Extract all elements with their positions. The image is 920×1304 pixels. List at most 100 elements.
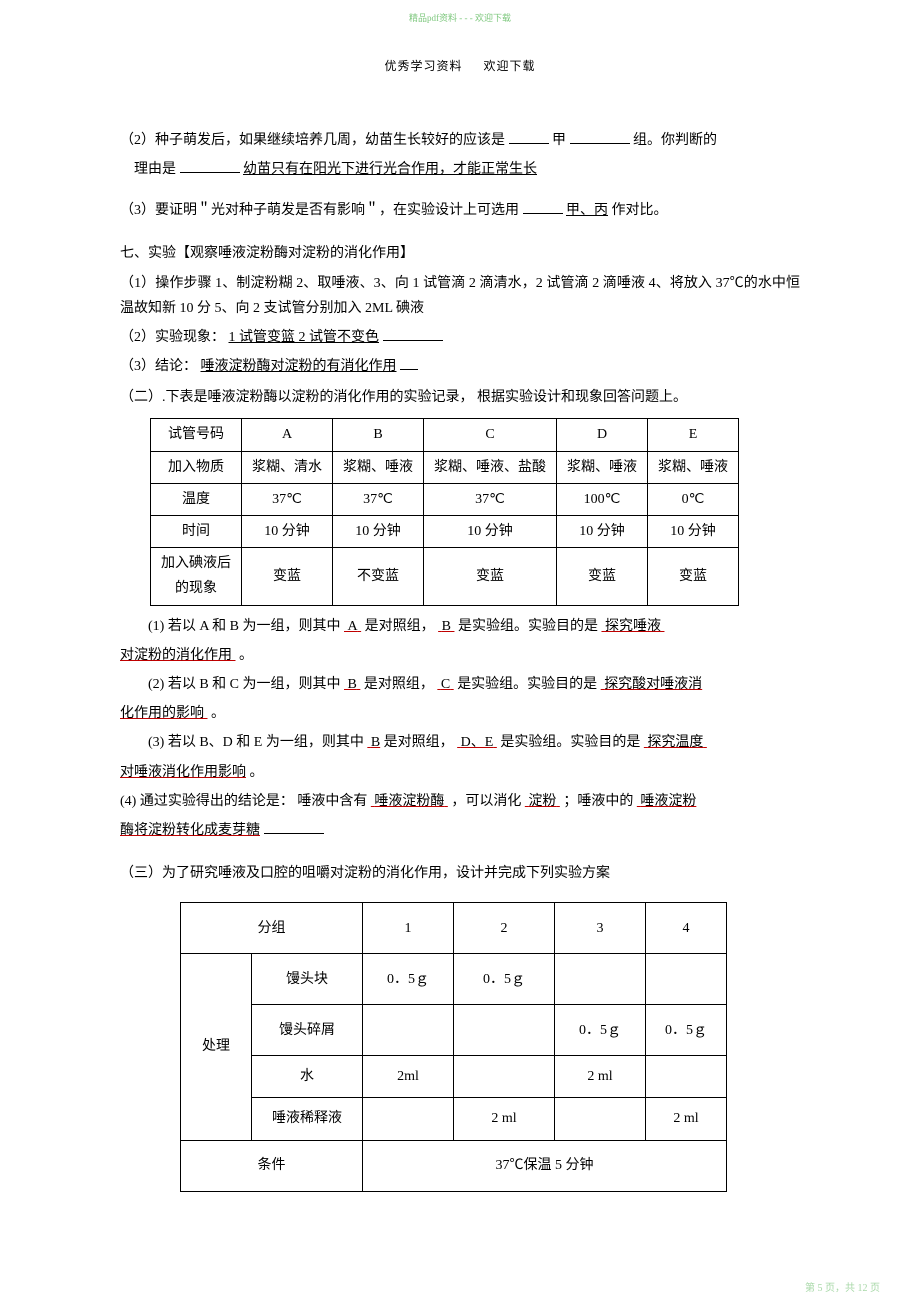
th: 4 <box>646 903 727 954</box>
v: 探究酸对唾液消 <box>604 677 702 692</box>
cell: 不变蓝 <box>333 548 424 605</box>
cell: 变蓝 <box>648 548 739 605</box>
cell <box>454 1005 555 1056</box>
cell: 10 分钟 <box>242 516 333 548</box>
th: 分组 <box>181 903 363 954</box>
q2-line2: 理由是 幼苗只有在阳光下进行光合作用，才能正常生长 <box>120 157 800 182</box>
ans: 化作用的影响 <box>120 706 208 721</box>
cond-label: 条件 <box>181 1140 363 1191</box>
ans: 唾液淀粉 <box>637 794 697 809</box>
experiment-table-1: 试管号码 A B C D E 加入物质 浆糊、清水 浆糊、唾液 浆糊、唾液、盐酸… <box>150 418 739 605</box>
th: C <box>424 419 557 451</box>
cell: 馒头碎屑 <box>252 1005 363 1056</box>
page-footer: 第 5 页，共 12 页 <box>0 1280 920 1298</box>
cell: 馒头块 <box>252 954 363 1005</box>
v: 探究唾液 <box>605 619 661 634</box>
blank <box>523 199 563 214</box>
sub3-intro: （三）为了研究唾液及口腔的咀嚼对淀粉的消化作用，设计并完成下列实验方案 <box>120 861 800 886</box>
table-row: 加入物质 浆糊、清水 浆糊、唾液 浆糊、唾液、盐酸 浆糊、唾液 浆糊、唾液 <box>151 451 739 483</box>
cell: 0．5ｇ <box>454 954 555 1005</box>
blank <box>180 158 240 173</box>
table-row: 唾液稀释液 2 ml 2 ml <box>181 1098 727 1140</box>
text: (1) 若以 A 和 B 为一组，则其中 <box>148 619 341 634</box>
analysis-q1: (1) 若以 A 和 B 为一组，则其中 A 是对照组， B 是实验组。实验目的… <box>120 614 800 639</box>
v: B <box>442 619 451 634</box>
cell: 100℃ <box>557 483 648 515</box>
table-row: 处理 馒头块 0．5ｇ 0．5ｇ <box>181 954 727 1005</box>
analysis-q3: (3) 若以 B、D 和 E 为一组，则其中 B 是对照组， D、E 是实验组。… <box>120 730 800 755</box>
top-banner: 精品pdf资料 - - - 欢迎下载 <box>120 10 800 26</box>
blank <box>509 129 549 144</box>
ans: 对淀粉的消化作用 <box>120 648 236 663</box>
th: B <box>333 419 424 451</box>
cell: 0．5ｇ <box>646 1005 727 1056</box>
text: 是对照组， <box>365 619 435 634</box>
table-row: 条件 37℃保温 5 分钟 <box>181 1140 727 1191</box>
q2-ans1: 甲 <box>552 133 566 148</box>
cell: 浆糊、清水 <box>242 451 333 483</box>
cell: 2 ml <box>646 1098 727 1140</box>
analysis-q2-line2: 化作用的影响 。 <box>120 701 800 726</box>
v: 酶将淀粉转化成麦芽糖 <box>120 823 260 838</box>
table-row: 试管号码 A B C D E <box>151 419 739 451</box>
analysis-q4: (4) 通过实验得出的结论是： 唾液中含有 唾液淀粉酶 ，可以消化 淀粉 ；唾液… <box>120 789 800 814</box>
cond-value: 37℃保温 5 分钟 <box>363 1140 727 1191</box>
group-label: 处理 <box>181 954 252 1140</box>
cell <box>363 1098 454 1140</box>
cell: 浆糊、唾液、盐酸 <box>424 451 557 483</box>
cell: 浆糊、唾液 <box>648 451 739 483</box>
analysis-q4-line2: 酶将淀粉转化成麦芽糖 <box>120 818 800 843</box>
period: 。 <box>250 765 264 780</box>
experiment-table-2: 分组 1 2 3 4 处理 馒头块 0．5ｇ 0．5ｇ 馒头碎屑 0．5ｇ 0．… <box>180 902 727 1191</box>
q2-line2-prefix: 理由是 <box>134 162 176 177</box>
period: 。 <box>211 706 225 721</box>
cell: 唾液稀释液 <box>252 1098 363 1140</box>
blank <box>570 129 630 144</box>
th: 1 <box>363 903 454 954</box>
v: 唾液淀粉 <box>640 794 696 809</box>
cell: 0．5ｇ <box>555 1005 646 1056</box>
analysis-q2: (2) 若以 B 和 C 为一组，则其中 B 是对照组， C 是实验组。实验目的… <box>120 672 800 697</box>
ans: 淀粉 <box>525 794 560 809</box>
th: E <box>648 419 739 451</box>
th: 试管号码 <box>151 419 242 451</box>
cell: 37℃ <box>242 483 333 515</box>
v: 对唾液消化作用影响 <box>120 765 246 780</box>
v: C <box>441 677 450 692</box>
cell: 10 分钟 <box>648 516 739 548</box>
cell: 温度 <box>151 483 242 515</box>
table-row: 分组 1 2 3 4 <box>181 903 727 954</box>
q3-answer: 甲、丙 <box>566 203 608 218</box>
text: 是对照组， <box>364 677 434 692</box>
v: 探究温度 <box>647 735 703 750</box>
header-part2: 欢迎下载 <box>484 59 536 73</box>
th: D <box>557 419 648 451</box>
sec7-title: 七、实验【观察唾液淀粉酶对淀粉的消化作用】 <box>120 241 800 266</box>
cell: 变蓝 <box>424 548 557 605</box>
sub2-intro: （二）.下表是唾液淀粉酶以淀粉的消化作用的实验记录， 根据实验设计和现象回答问题… <box>120 385 800 410</box>
step2-label: （2）实验现象： <box>120 330 225 345</box>
step2-ans: 1 试管变篮 2 试管不变色 <box>229 330 380 345</box>
v: 化作用的影响 <box>120 706 204 721</box>
cell: 2 ml <box>454 1098 555 1140</box>
cell: 时间 <box>151 516 242 548</box>
page-header: 优秀学习资料 欢迎下载 <box>120 56 800 78</box>
text: ，可以消化 <box>451 794 521 809</box>
sec7-step2: （2）实验现象： 1 试管变篮 2 试管不变色 <box>120 325 800 350</box>
table-row: 温度 37℃ 37℃ 37℃ 100℃ 0℃ <box>151 483 739 515</box>
ans: C <box>437 677 453 692</box>
cell: 2 ml <box>555 1056 646 1098</box>
v: B <box>371 735 380 750</box>
ans: A <box>344 619 361 634</box>
text: (4) 通过实验得出的结论是： 唾液中含有 <box>120 794 367 809</box>
header-part1: 优秀学习资料 <box>384 59 462 73</box>
cell: 变蓝 <box>557 548 648 605</box>
ans: B <box>438 619 454 634</box>
th: A <box>242 419 333 451</box>
cell: 0．5ｇ <box>363 954 454 1005</box>
v: A <box>348 619 358 634</box>
cell <box>363 1005 454 1056</box>
q2-prefix: （2）种子萌发后，如果继续培养几周，幼苗生长较好的应该是 <box>120 133 505 148</box>
period: 。 <box>239 648 253 663</box>
cell <box>555 954 646 1005</box>
